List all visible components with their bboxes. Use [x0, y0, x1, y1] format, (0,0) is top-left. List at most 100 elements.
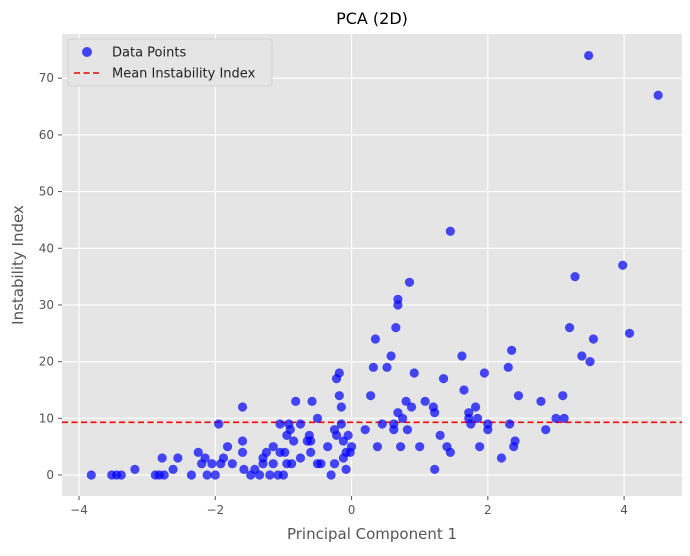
data-point — [536, 396, 546, 406]
data-point — [570, 272, 580, 282]
data-point — [329, 459, 340, 469]
legend-label-mean: Mean Instability Index — [112, 67, 256, 82]
data-points-layer — [86, 50, 663, 480]
data-point — [457, 351, 467, 361]
data-point — [513, 391, 524, 401]
data-point — [278, 470, 289, 480]
data-point — [200, 453, 210, 463]
data-point — [430, 408, 440, 418]
data-point — [558, 391, 568, 401]
data-point — [404, 277, 415, 287]
data-point — [334, 391, 344, 401]
data-point — [86, 470, 96, 480]
data-point — [291, 396, 301, 406]
data-point — [541, 425, 551, 435]
data-point — [473, 413, 483, 423]
data-point — [254, 470, 265, 480]
x-tick-label: −4 — [70, 503, 88, 517]
data-point — [227, 459, 237, 469]
data-point — [261, 447, 271, 457]
data-point — [470, 402, 481, 412]
data-point — [168, 464, 178, 474]
legend-marker-data-points — [82, 47, 92, 57]
y-tick-label: 10 — [39, 411, 54, 425]
data-point — [435, 430, 445, 440]
data-point — [389, 419, 399, 429]
data-point — [295, 419, 306, 429]
data-point — [409, 368, 419, 378]
y-tick-label: 50 — [39, 185, 54, 199]
x-tick-labels: −4 −2 0 2 4 — [70, 496, 628, 517]
data-point — [214, 419, 224, 429]
data-point — [653, 90, 663, 100]
data-point — [584, 50, 594, 61]
data-point — [346, 442, 357, 452]
data-point — [551, 413, 561, 423]
data-point — [116, 470, 126, 480]
data-point — [391, 323, 401, 333]
data-point — [475, 442, 485, 452]
data-point — [265, 470, 275, 480]
data-point — [157, 453, 167, 463]
data-point — [130, 464, 140, 474]
data-point — [289, 436, 299, 446]
data-point — [445, 226, 455, 236]
x-tick-label: −2 — [206, 503, 224, 517]
data-point — [618, 260, 628, 270]
data-point — [237, 436, 248, 446]
data-point — [280, 447, 290, 457]
data-point — [372, 442, 383, 452]
chart-title: PCA (2D) — [336, 9, 408, 28]
data-point — [366, 391, 376, 401]
data-point — [307, 396, 317, 406]
data-point — [343, 430, 353, 440]
data-point — [496, 453, 507, 463]
data-point — [445, 447, 455, 457]
data-point — [505, 419, 515, 429]
y-axis-label: Instability Index — [9, 205, 27, 325]
data-point — [193, 447, 203, 457]
data-point — [466, 419, 476, 429]
data-point — [402, 425, 413, 435]
data-point — [459, 385, 469, 395]
data-point — [420, 396, 430, 406]
legend: Data Points Mean Instability Index — [67, 38, 273, 87]
y-tick-label: 0 — [46, 468, 54, 482]
data-point — [336, 402, 346, 412]
data-point — [398, 413, 408, 423]
data-point — [396, 442, 406, 452]
y-tick-label: 20 — [39, 355, 54, 369]
data-point — [585, 357, 595, 367]
data-point — [237, 402, 248, 412]
data-point — [559, 413, 569, 423]
data-point — [326, 470, 336, 480]
data-point — [430, 464, 440, 474]
plot-background — [62, 34, 682, 496]
data-point — [268, 459, 278, 469]
data-point — [336, 419, 346, 429]
data-point — [377, 419, 387, 429]
data-point — [510, 436, 520, 446]
data-point — [334, 368, 344, 378]
data-point — [577, 351, 587, 361]
data-point — [401, 396, 411, 406]
y-tick-label: 30 — [39, 298, 54, 312]
data-point — [393, 300, 403, 310]
data-point — [386, 351, 396, 361]
data-point — [507, 345, 517, 355]
x-tick-label: 4 — [620, 503, 628, 517]
data-point — [415, 442, 425, 452]
data-point — [275, 419, 285, 429]
data-point — [316, 459, 326, 469]
data-point — [370, 334, 381, 344]
data-point — [218, 453, 229, 463]
data-point — [207, 459, 217, 469]
data-point — [173, 453, 183, 463]
data-point — [306, 436, 316, 446]
data-point — [287, 459, 297, 469]
data-point — [331, 430, 342, 440]
y-tick-label: 70 — [39, 71, 54, 85]
data-point — [202, 470, 212, 480]
